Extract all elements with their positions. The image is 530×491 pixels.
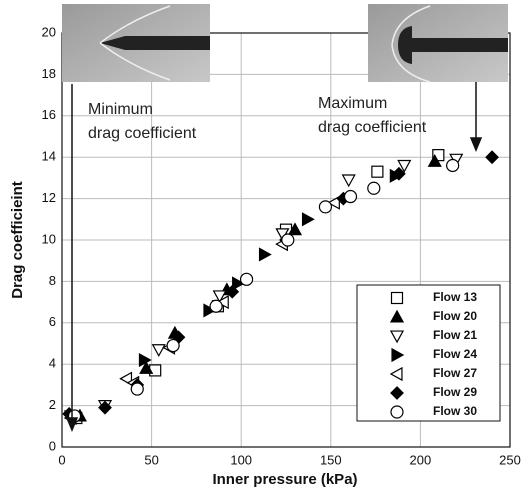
marker xyxy=(391,347,405,363)
legend-box xyxy=(356,284,501,422)
marker xyxy=(367,181,381,195)
marker xyxy=(390,386,404,400)
marker xyxy=(390,291,404,305)
annotation: drag coefficient xyxy=(318,119,427,136)
legend-label: Flow 21 xyxy=(433,328,477,342)
photo-min xyxy=(62,4,210,82)
y-tick-label: 0 xyxy=(49,438,56,453)
marker xyxy=(327,195,340,210)
x-tick-label: 250 xyxy=(499,452,521,467)
marker xyxy=(389,309,405,323)
x-tick-label: 50 xyxy=(144,452,158,467)
marker xyxy=(287,222,303,236)
marker xyxy=(341,174,356,188)
y-tick-label: 10 xyxy=(42,231,56,246)
marker xyxy=(301,212,315,227)
marker xyxy=(390,405,404,419)
marker xyxy=(209,299,223,313)
annotation: drag coefficient xyxy=(88,125,197,142)
marker xyxy=(138,352,152,368)
plot-border xyxy=(61,32,511,448)
x-tick-label: 0 xyxy=(58,452,65,467)
marker xyxy=(139,361,154,374)
x-tick-label: 100 xyxy=(230,452,252,467)
x-tick-label: 200 xyxy=(410,452,432,467)
y-tick-label: 4 xyxy=(49,356,56,371)
annotation: Minimum xyxy=(88,101,153,118)
marker xyxy=(343,189,358,204)
y-tick-label: 12 xyxy=(42,190,56,205)
annotation: Maximum xyxy=(318,95,387,112)
marker xyxy=(225,284,240,299)
arrows xyxy=(65,82,483,432)
marker xyxy=(427,154,442,167)
y-axis-title: Drag coefficieint xyxy=(9,181,26,299)
y-tick-label: 8 xyxy=(49,273,56,288)
marker xyxy=(318,200,333,214)
marker xyxy=(98,400,112,415)
marker xyxy=(281,233,295,247)
legend-label: Flow 29 xyxy=(433,385,477,399)
y-tick-label: 20 xyxy=(42,24,56,39)
y-tick-label: 2 xyxy=(49,397,56,412)
x-tick-label: 150 xyxy=(320,452,342,467)
marker xyxy=(446,158,460,173)
marker xyxy=(239,272,254,286)
marker xyxy=(130,382,144,396)
marker xyxy=(212,290,227,304)
legend-label: Flow 27 xyxy=(433,366,477,380)
legend-label: Flow 13 xyxy=(433,290,477,304)
marker xyxy=(389,366,403,382)
y-tick-label: 14 xyxy=(42,149,56,164)
y-tick-label: 18 xyxy=(42,66,56,81)
marker xyxy=(232,276,245,291)
legend-label: Flow 24 xyxy=(433,347,477,361)
y-tick-label: 6 xyxy=(49,314,56,329)
marker xyxy=(397,159,412,173)
marker xyxy=(391,166,406,181)
photo-max xyxy=(368,4,508,83)
marker xyxy=(371,165,384,178)
y-tick-label: 16 xyxy=(42,107,56,122)
marker xyxy=(215,295,229,310)
legend-label: Flow 20 xyxy=(433,309,477,323)
marker xyxy=(166,338,180,353)
marker xyxy=(258,247,272,262)
marker xyxy=(389,330,405,344)
legend: Flow 13 Flow 20 Flow 21 Flow 24 Flow 27 Flow … xyxy=(356,284,501,422)
x-axis-title: Inner pressure (kPa) xyxy=(212,471,357,488)
marker xyxy=(485,150,499,165)
marker xyxy=(151,344,166,358)
legend-label: Flow 30 xyxy=(433,404,477,418)
marker xyxy=(203,303,217,318)
